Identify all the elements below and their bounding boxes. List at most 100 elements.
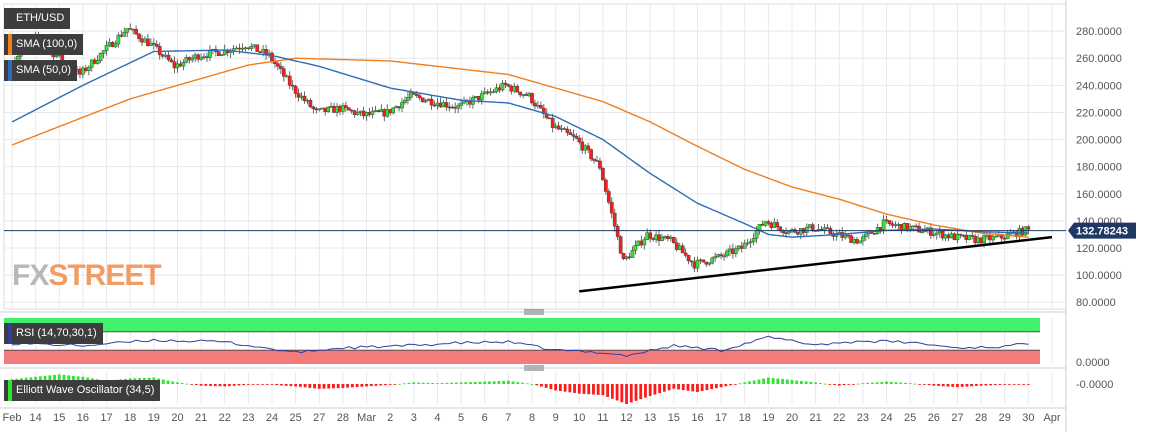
ewo-bar xyxy=(251,384,255,385)
candle xyxy=(199,53,203,61)
ewo-bar xyxy=(223,384,227,387)
candle xyxy=(934,230,939,240)
trendline[interactable] xyxy=(579,235,1053,293)
x-tick-label: 5 xyxy=(458,412,464,424)
ewo-bar xyxy=(53,374,56,384)
ewo-bar xyxy=(204,384,208,386)
ewo-bar xyxy=(473,381,477,384)
ewo-bar xyxy=(596,384,600,395)
ewo-bar xyxy=(899,382,903,384)
candle xyxy=(429,94,434,110)
ewo-bar xyxy=(629,384,633,403)
candle xyxy=(660,233,664,242)
candle xyxy=(249,43,254,52)
candle xyxy=(326,106,330,113)
ewo-bar xyxy=(927,384,931,386)
ewo-bar xyxy=(426,382,430,384)
x-tick-label: 11 xyxy=(597,412,608,424)
ewo-bar xyxy=(332,384,335,389)
x-tick-label: 24 xyxy=(880,412,892,424)
legend-sma100[interactable]: SMA (100,0) xyxy=(4,34,84,55)
ewo-bar xyxy=(606,384,610,397)
candle xyxy=(255,44,260,52)
ewo-bar xyxy=(525,383,529,385)
ewo-bar xyxy=(625,384,628,404)
x-tick-label: 29 xyxy=(999,412,1011,424)
ewo-bar xyxy=(951,384,955,387)
candle xyxy=(967,234,972,241)
ewo-bar xyxy=(488,381,491,384)
main-panel-frame xyxy=(3,3,1067,310)
candle xyxy=(734,245,738,258)
ewo-bar xyxy=(610,384,614,399)
candle xyxy=(766,219,771,226)
ewo-bar xyxy=(459,382,463,384)
candle xyxy=(391,107,395,115)
candle xyxy=(565,126,570,136)
x-tick-label: 4 xyxy=(434,412,440,424)
candle xyxy=(125,28,130,38)
legend-ewo-label: Elliott Wave Oscillator (34,5) xyxy=(16,384,155,396)
legend-ewo-swatch xyxy=(8,380,12,401)
ewo-bar xyxy=(946,384,950,387)
legend-rsi[interactable]: RSI (14,70,30,1) xyxy=(4,323,103,344)
candle xyxy=(491,88,496,94)
ewo-bar xyxy=(544,384,548,388)
ewo-bar xyxy=(412,382,416,384)
ewo-bar xyxy=(795,380,799,384)
x-tick-label: 9 xyxy=(553,412,559,424)
ewo-bar xyxy=(809,381,813,384)
candle xyxy=(689,260,694,267)
ewo-bar xyxy=(653,384,657,395)
ewo-bar xyxy=(705,384,709,391)
ewo-bar xyxy=(62,374,66,384)
ewo-bar xyxy=(790,380,794,384)
ewo-bar xyxy=(833,384,836,385)
watermark-part2: STREET xyxy=(48,259,161,292)
ewo-bar xyxy=(573,384,576,393)
candle xyxy=(296,88,301,102)
ewo-bar xyxy=(800,380,803,384)
candle xyxy=(355,108,360,116)
ewo-bar xyxy=(568,384,572,393)
ewo-bar xyxy=(464,382,468,384)
legend-sma50[interactable]: SMA (50,0) xyxy=(4,60,78,81)
ewo-bar xyxy=(856,383,860,385)
ewo-bar xyxy=(984,384,988,386)
candle xyxy=(281,66,286,82)
legend-ewo[interactable]: Elliott Wave Oscillator (34,5) xyxy=(4,380,161,401)
candle xyxy=(571,129,576,141)
candle xyxy=(216,50,221,57)
x-tick-label: 10 xyxy=(573,412,585,424)
ewo-bar xyxy=(639,384,643,400)
candle xyxy=(872,232,877,235)
legend-main-label: ETH/USD xyxy=(16,12,65,24)
candle xyxy=(417,93,422,101)
ewo-bar xyxy=(209,384,212,386)
ewo-bar xyxy=(402,383,406,385)
ewo-y-tick-label: -0.0000 xyxy=(1076,379,1113,391)
watermark-part1: FX xyxy=(12,259,49,292)
ewo-bar xyxy=(166,380,170,384)
ewo-bar xyxy=(431,383,435,384)
ewo-bar xyxy=(67,375,71,384)
ewo-bar xyxy=(823,383,827,385)
ewo-bar xyxy=(814,382,818,384)
ewo-bar xyxy=(407,382,411,384)
panel-resize-handle[interactable] xyxy=(524,365,544,371)
ewo-bar xyxy=(771,378,775,384)
candle xyxy=(479,90,484,105)
x-tick-label: 19 xyxy=(148,412,160,424)
ewo-bar xyxy=(752,380,756,384)
ewo-bar xyxy=(662,384,666,392)
candle xyxy=(403,96,407,105)
ewo-bar xyxy=(861,383,865,384)
legend-main[interactable]: ETH/USD xyxy=(4,8,71,29)
candle xyxy=(166,51,171,62)
x-tick-label: 28 xyxy=(337,412,349,424)
candle xyxy=(710,256,715,265)
candle xyxy=(181,59,186,71)
candle xyxy=(1005,229,1010,240)
panel-resize-handle[interactable] xyxy=(524,309,544,315)
